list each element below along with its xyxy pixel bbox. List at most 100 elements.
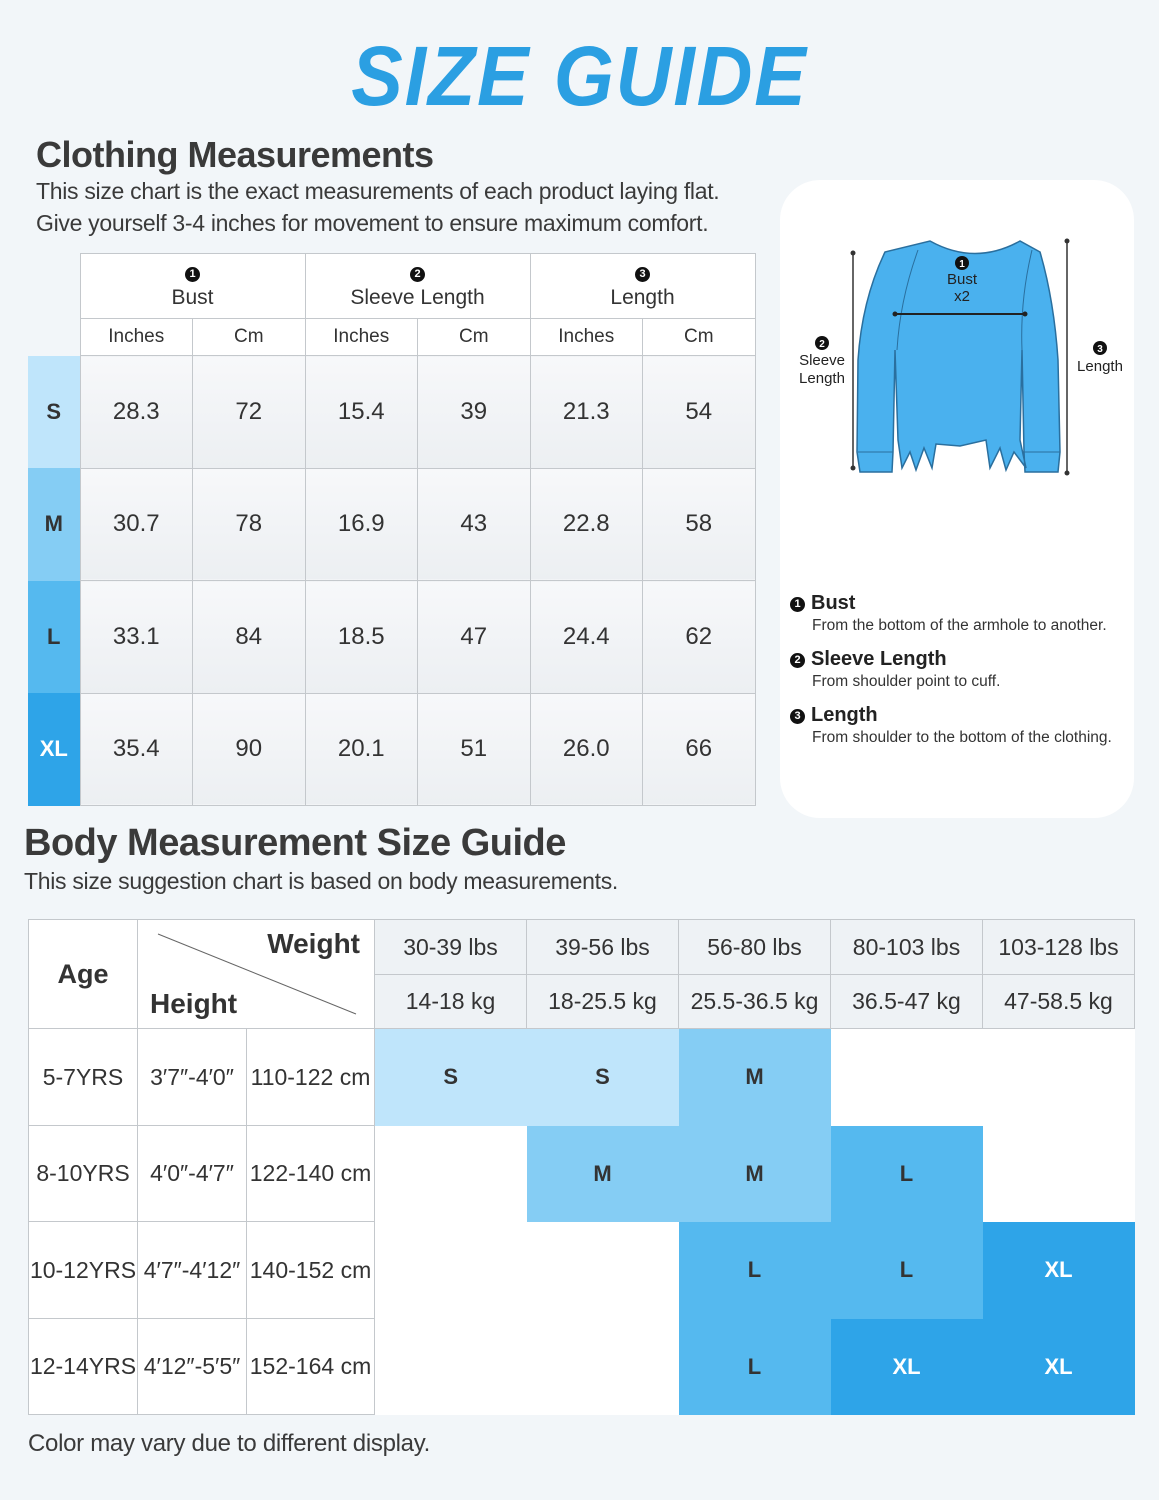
size-cell: L [678,1318,831,1415]
measurement-cell: 54 [642,355,756,469]
section-description: This size chart is the exact measurement… [36,178,720,204]
number-badge: 3 [790,709,805,725]
empty-cell [526,1318,679,1415]
weight-kg: 18-25.5 kg [526,974,679,1029]
measurement-cell: 43 [417,467,531,581]
size-row: L 33.1 84 18.5 47 24.4 62 [28,580,756,694]
size-cell: L [830,1125,983,1222]
measure-dot [1064,238,1070,244]
size-cell: S [374,1028,527,1126]
column-header: 3 Length [529,253,756,319]
size-cell: XL [830,1318,983,1415]
definition-term: Bust [811,592,856,614]
header-row: Age Weight Height 30-39 lbs 39-56 lbs 56-80 l… [28,919,1135,1029]
size-row: XL 35.4 90 20.1 51 26.0 66 [28,692,756,806]
weight-kg: 25.5-36.5 kg [678,974,831,1029]
weight-lbs: 56-80 lbs [678,919,831,975]
definition-term: Length [811,704,878,726]
measure-dot [1022,311,1028,317]
size-cell: M [526,1125,679,1222]
diagram-label: Sleeve [799,352,845,369]
number-badge: 1 [790,597,805,613]
measure-dot [1064,470,1070,476]
size-cell: M [678,1028,831,1126]
header-row: 1 Bust 2 Sleeve Length 3 Length [28,253,756,319]
height-ft-cell: 4′0″-4′7″ [137,1125,247,1222]
height-cm-cell: 152-164 cm [246,1318,375,1415]
badge-number: 1 [959,259,965,270]
measurement-cell: 47 [417,580,531,694]
diagram-label: Length [1077,358,1123,375]
height-header: Height [150,988,238,1019]
size-cell: L [830,1221,983,1319]
measurement-cell: 21.3 [529,355,643,469]
number-badge: 2 [790,653,805,669]
page-title: SIZE GUIDE [351,29,808,123]
column-label: Length [610,286,675,309]
body-row: 5-7YRS 3′7″-4′0″ 110-122 cm S S M [28,1028,1135,1126]
definition-term-line: 2 Sleeve Length [790,648,1130,671]
section-description: This size suggestion chart is based on b… [24,868,618,894]
measurement-cell: 22.8 [529,467,643,581]
definition-term-line: 3 Length [790,704,1130,727]
shirt [856,240,1061,473]
size-cell: M [28,468,80,581]
height-ft-cell: 3′7″-4′0″ [137,1028,247,1126]
unit-header: Inches [79,318,193,356]
size-cell: M [678,1125,831,1222]
number-badge: 1 [185,266,200,282]
diagonal [157,933,357,1015]
unit-header: Inches [304,318,418,356]
weight-kg: 47-58.5 kg [982,974,1135,1029]
definition-description: From the bottom of the armhole to anothe… [812,617,1107,634]
empty-cell [374,1221,527,1319]
empty-cell [830,1028,983,1126]
weight-lbs: 39-56 lbs [526,919,679,975]
size-row: S 28.3 72 15.4 39 21.3 54 [28,355,756,469]
definition-description: From shoulder point to cuff. [812,673,1001,690]
measurement-cell: 90 [192,692,306,806]
clothing-table: 1 Bust 2 Sleeve Length 3 Length Inches Cm Inches… [28,253,756,806]
definition-term-line: 1 Bust [790,592,1130,615]
measurement-cell: 30.7 [79,467,193,581]
size-cell: L [678,1221,831,1319]
unit-header: Cm [192,318,306,356]
empty-cell [982,1125,1135,1222]
age-cell: 10-12YRS [28,1221,138,1319]
section-title: Body Measurement Size Guide [24,822,566,864]
size-cell: S [526,1028,679,1126]
footer-note: Color may vary due to different display. [28,1430,430,1457]
size-cell: S [28,355,80,468]
number-badge [1093,341,1107,355]
height-ft-cell: 4′7″-4′12″ [137,1221,247,1319]
header-row: 14-18 kg 18-25.5 kg 25.5-36.5 kg 36.5-47 kg… [29,974,1135,1029]
body-row: 10-12YRS 4′7″-4′12″ 140-152 cm L L XL [28,1221,1135,1319]
body-table: Age Weight Height 30-39 lbs 39-56 lbs 56-80 l… [28,919,1135,1415]
body-row: 12-14YRS 4′12″-5′5″ 152-164 cm L XL XL [28,1318,1135,1415]
measurement-cell: 84 [192,580,306,694]
unit-row: Inches Cm Inches Cm Inches Cm [28,318,756,356]
measure-dot [892,311,898,317]
diagram-label: Length [799,370,845,387]
diagonal-line [157,933,357,1015]
number-badge: 3 [635,266,650,282]
weight-lbs: 80-103 lbs [830,919,983,975]
number-badge: 2 [410,266,425,282]
badge-number: 3 [1097,344,1103,355]
shirt-diagram: 1 Bust x2 2 Sleeve Length 3 Length [799,238,1123,476]
measurement-cell: 33.1 [79,580,193,694]
size-cell: XL [982,1221,1135,1319]
corner-cell [28,319,80,356]
measurement-cell: 16.9 [304,467,418,581]
definition-description: From shoulder to the bottom of the cloth… [812,729,1112,746]
weight-lbs: 30-39 lbs [374,919,527,975]
measurement-cell: 35.4 [79,692,193,806]
measurement-cell: 58 [642,467,756,581]
age-cell: 8-10YRS [28,1125,138,1222]
measurement-cell: 51 [417,692,531,806]
section-description: Give yourself 3-4 inches for movement to… [36,210,709,236]
diagram-label: x2 [954,288,970,305]
weight-kg: 36.5-47 kg [830,974,983,1029]
number-badge [815,336,829,350]
